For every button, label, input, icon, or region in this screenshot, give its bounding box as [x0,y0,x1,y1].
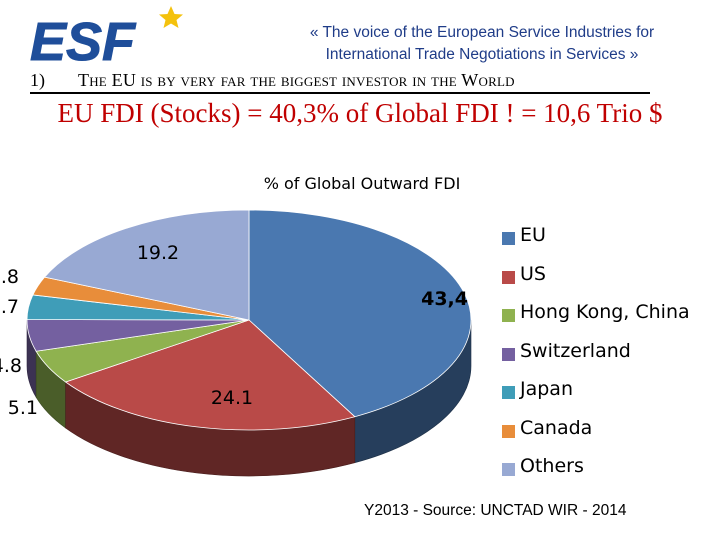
esf-logo-text: ESF [30,12,137,68]
tagline-line-1: « The voice of the European Service Indu… [309,24,655,41]
tagline: « The voice of the European Service Indu… [262,22,702,66]
esf-logo: ESF [28,4,188,73]
section-heading: 1) The EU is by very far the biggest inv… [30,70,670,94]
data-label-eu: 43,4 [421,288,468,310]
legend-swatch [502,270,515,284]
source-note: Y2013 - Source: UNCTAD WIR - 2014 [364,502,627,519]
legend-swatch [502,309,515,322]
legend-swatch [502,386,515,399]
pie-slice-others [43,209,250,321]
legend-label: Others [520,455,584,477]
legend-label: Canada [520,416,593,439]
legend-label: Hong Kong, China [520,301,690,323]
star-icon [159,6,183,28]
data-label-japan: 3.7 [0,296,19,318]
pie-slice-us [64,319,356,431]
legend-label: Japan [520,378,573,400]
tagline-line-2: International Trade Negotiations in Serv… [325,46,639,63]
data-label-canada: 2.8 [0,266,19,288]
data-labels: 43,4 24.1 5.1 4.8 3.7 2.8 19.2 [0,242,468,419]
data-label-us: 24.1 [211,387,253,409]
section-underline [30,92,650,94]
chart-title: % of Global Outward FDI [263,174,461,193]
section-number: 1) [30,70,45,90]
legend-label: US [520,262,546,285]
legend-swatch [502,463,515,476]
legend-swatch [502,232,515,245]
pie-tops [26,209,472,431]
legend-label: Switzerland [520,339,631,362]
pie-slice-eu [248,209,472,418]
section-title: The EU is by very far the biggest invest… [78,70,515,90]
headline: EU FDI (Stocks) = 40,3% of Global FDI ! … [57,98,663,128]
legend-swatch [502,347,515,361]
data-label-others: 19.2 [137,242,179,264]
legend-swatch [502,424,515,438]
data-label-switzerland: 4.8 [0,355,22,377]
data-label-hong-kong-china: 5.1 [8,397,38,419]
legend-label: EU [520,224,546,246]
pie-sides [26,319,472,477]
